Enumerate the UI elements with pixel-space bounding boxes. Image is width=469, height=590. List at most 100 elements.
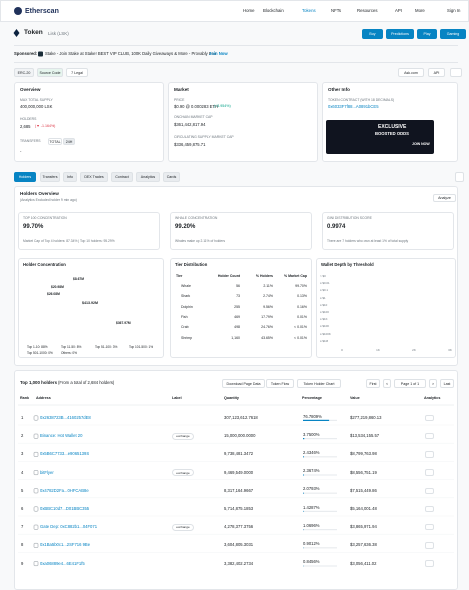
address-icon <box>34 543 38 547</box>
tab[interactable]: Info <box>63 172 77 182</box>
tag[interactable]: ERC-20 <box>14 68 34 77</box>
toggle[interactable]: 24H <box>63 138 75 145</box>
percentage-cell: 2.0793% <box>303 487 320 491</box>
quantity-cell: 307,123,612.7618 <box>224 416 258 420</box>
percentage-bar <box>303 493 304 494</box>
table-cell: 0.13% <box>297 295 307 299</box>
tab[interactable]: DEX Trades <box>80 172 108 182</box>
table-cell: 0.01% <box>297 316 307 320</box>
sponsor-logo <box>38 52 43 57</box>
more-dropdown[interactable] <box>450 68 462 77</box>
analyze-button[interactable]: Analyze <box>433 194 456 202</box>
table-cell: 1,160 <box>231 337 240 341</box>
logo-text[interactable]: Etherscan <box>25 8 59 15</box>
legend-label: Others: 0% <box>61 352 77 355</box>
nav-link[interactable]: Home <box>243 9 254 13</box>
address-link[interactable]: 0x4782D2Fa...0HFCAB8e <box>40 489 89 493</box>
address-link[interactable]: 0x2638723B...4160257dE8 <box>40 416 91 420</box>
table-cell: < 0.01% <box>294 337 307 341</box>
analytics-button[interactable] <box>425 542 434 549</box>
header-button[interactable]: Buy <box>362 29 383 39</box>
pager-button[interactable]: First <box>366 379 380 388</box>
tab[interactable]: Contract <box>111 172 133 182</box>
toolbar-button[interactable]: Download Page Data <box>222 379 265 388</box>
address-icon <box>34 525 38 529</box>
nav-link[interactable]: More <box>415 9 425 13</box>
toolbar-button[interactable]: Token Flow <box>266 379 294 388</box>
analytics-button[interactable] <box>425 560 434 567</box>
toggle[interactable]: TOTAL <box>48 138 62 145</box>
table-cell: Whale <box>181 285 191 289</box>
stat-label: TOP 100 CONCENTRATION <box>23 217 67 220</box>
percentage-track <box>303 493 337 494</box>
donut-label: $367.97M <box>116 322 131 325</box>
tool-button[interactable]: API <box>428 68 445 77</box>
label-badge[interactable]: exchange <box>172 524 194 531</box>
pager-button[interactable]: Page 1 of 1 <box>394 379 426 388</box>
tag[interactable]: Source Code <box>37 68 63 77</box>
nav-link[interactable]: Blockchain <box>263 9 284 13</box>
table-cell: Dolphin <box>181 306 193 310</box>
percentage-bar <box>303 420 329 421</box>
tab[interactable]: Analytics <box>136 172 160 182</box>
field-label: ONCHAIN MARKET CAP <box>174 116 213 119</box>
sponsored-link[interactable]: Join Now <box>209 52 228 56</box>
address-link[interactable]: bitFlyer <box>40 471 54 475</box>
nav-link[interactable]: Tokens <box>302 9 316 13</box>
quantity-cell: 9,469,549.0000 <box>224 471 253 475</box>
address-link[interactable]: 0xa06889e4...6E41F1f5 <box>40 562 85 566</box>
field-label: PRICE <box>174 99 184 102</box>
nav-link[interactable]: Sign In <box>447 9 460 13</box>
page: Token Lisk {"header":{"logo":"Etherscan"… <box>0 0 469 567</box>
search-button[interactable] <box>455 172 464 182</box>
tag[interactable]: 7 Legal <box>66 68 88 77</box>
table-header: Rank <box>20 397 29 401</box>
toolbar-button[interactable]: Token Holder Chart <box>297 379 341 388</box>
nav-link[interactable]: Resources <box>357 9 378 13</box>
quantity-cell: 3,604,805.3031 <box>224 543 253 547</box>
address-link[interactable]: 0x1Ba5b0c1...2SF716 9Be <box>40 543 90 547</box>
table-cell: 2.74% <box>263 295 273 299</box>
pager-button[interactable]: Last <box>440 379 454 388</box>
tab[interactable]: Holders <box>14 172 36 182</box>
address-link[interactable]: Binance: Hot Wallet 20 <box>40 434 82 438</box>
value-cell: $8,799,763.98 <box>350 452 377 456</box>
analytics-button[interactable] <box>425 524 434 531</box>
pager-button[interactable]: < <box>383 379 391 388</box>
section-subtitle: (From a total of 2,684 holders) <box>58 381 114 385</box>
label-badge[interactable]: exchange <box>172 469 194 476</box>
rank-cell: 7 <box>21 525 23 529</box>
pager-button[interactable]: > <box>429 379 437 388</box>
sponsored-label: Sponsored: <box>14 52 37 56</box>
percentage-cell: 1.4287% <box>303 506 320 510</box>
logo-icon <box>14 7 22 15</box>
label-badge[interactable]: exchange <box>172 433 194 440</box>
address-icon <box>34 470 38 474</box>
donut-label: $26.08M <box>47 293 60 296</box>
nav-link[interactable]: API <box>395 9 402 13</box>
analytics-button[interactable] <box>425 451 434 458</box>
header-button[interactable]: Play <box>417 29 437 39</box>
stat-value: 99.70% <box>23 224 43 230</box>
stat-value: 0.9974 <box>327 224 345 230</box>
address-link[interactable]: 0x5B6C7733...e9065139S <box>40 452 89 456</box>
analytics-button[interactable] <box>425 506 434 513</box>
tool-button[interactable]: Ask.com <box>398 68 424 77</box>
header-button[interactable]: Predictions <box>386 29 414 39</box>
address-link[interactable]: 0xBBC10d7...D01BBC355 <box>40 507 89 511</box>
y-tick-label: ≥ $10 <box>320 304 327 307</box>
analytics-button[interactable] <box>425 488 434 495</box>
tab[interactable]: Transfers <box>40 172 60 182</box>
header-button[interactable]: Gaming <box>440 29 466 39</box>
tab[interactable]: Cards <box>163 172 180 182</box>
stat-value: 99.20% <box>175 224 195 230</box>
analytics-button[interactable] <box>425 469 434 476</box>
address-link[interactable]: Gate Dep: 0xC882b1...04F071 <box>40 525 97 529</box>
analytics-button[interactable] <box>425 415 434 422</box>
percentage-track <box>303 474 337 475</box>
field-label: MAX TOTAL SUPPLY <box>20 99 53 102</box>
contract-address[interactable]: 0x6033F7f88...A0891bCE5 <box>328 105 379 109</box>
analytics-button[interactable] <box>425 433 434 440</box>
stat-label: WHALE CONCENTRATION <box>175 217 217 220</box>
nav-link[interactable]: NFTs <box>331 9 341 13</box>
